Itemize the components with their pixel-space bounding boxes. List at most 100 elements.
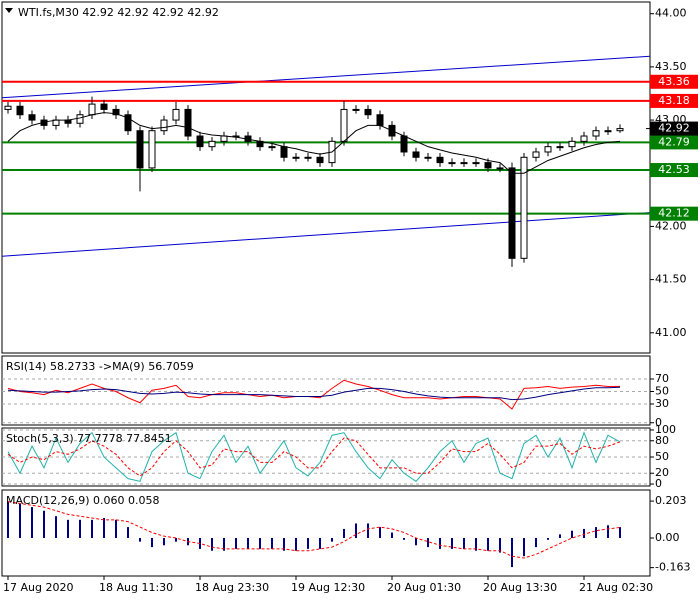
histogram-bar <box>163 538 165 546</box>
y-tick-label: 0 <box>655 477 662 490</box>
level-label: 42.53 <box>658 163 690 176</box>
level-label-box <box>650 163 698 178</box>
histogram-bar <box>295 538 297 551</box>
candle-body <box>532 151 540 158</box>
histogram-bar <box>619 527 621 538</box>
histogram-bar <box>235 538 237 549</box>
y-tick-label: 0.203 <box>655 494 687 507</box>
candle-body <box>88 103 96 116</box>
level-label: 42.12 <box>658 207 690 220</box>
panel-frame <box>1 489 651 577</box>
moving-average <box>7 112 621 174</box>
histogram-bar <box>607 525 609 538</box>
histogram-bar <box>19 503 21 538</box>
histogram-bar <box>91 519 93 538</box>
candle-body <box>412 151 420 158</box>
histogram-bar <box>319 538 321 549</box>
candle-body <box>580 135 588 142</box>
candle-body <box>448 162 456 165</box>
histogram-bar <box>475 538 477 551</box>
histogram-bar <box>571 530 573 538</box>
x-tick-label: 20 Aug 13:30 <box>483 581 557 594</box>
candle-body <box>496 167 504 170</box>
y-tick-label: 20 <box>655 466 669 479</box>
histogram-bar <box>595 527 597 538</box>
histogram-bar <box>427 538 429 548</box>
x-tick-label: 17 Aug 2020 <box>3 581 73 594</box>
candle-body <box>604 130 612 133</box>
histogram-bar <box>403 538 405 540</box>
candle-body <box>616 128 624 132</box>
histogram-bar <box>463 538 465 549</box>
candle-body <box>592 130 600 137</box>
panel-title: RSI(14) 58.2733 ->MA(9) 56.7059 <box>6 360 194 373</box>
histogram-bar <box>7 501 9 538</box>
last-price-label: 42.92 <box>658 122 690 135</box>
level-label-box <box>650 135 698 150</box>
candle-body <box>436 156 444 164</box>
panel-title: WTI.fs,M30 42.92 42.92 42.92 42.92 <box>18 6 219 19</box>
candle-body <box>544 146 552 153</box>
trend-line <box>1 212 651 257</box>
histogram-bar <box>355 523 357 538</box>
level-label-box <box>650 93 698 108</box>
y-tick-label: 43.50 <box>655 60 687 73</box>
histogram-bar <box>247 538 249 549</box>
y-tick-label: 50 <box>655 450 669 463</box>
histogram-bar <box>511 538 513 568</box>
y-tick-label: 41.50 <box>655 273 687 286</box>
candle-body <box>280 146 288 158</box>
y-tick-label: 100 <box>655 423 676 436</box>
histogram-bar <box>499 538 501 553</box>
candle-body <box>28 114 36 121</box>
y-tick-label: 42.00 <box>655 219 687 232</box>
histogram-bar <box>391 532 393 538</box>
candle-body <box>352 108 360 111</box>
candle-body <box>268 146 276 149</box>
histogram-bar <box>535 538 537 548</box>
x-tick-label: 18 Aug 23:30 <box>195 581 269 594</box>
candle-body <box>460 162 468 165</box>
histogram-bar <box>559 534 561 538</box>
level-label: 42.79 <box>658 135 690 148</box>
histogram-bar <box>67 519 69 538</box>
histogram-bar <box>271 538 273 549</box>
histogram-bar <box>139 538 141 542</box>
histogram-bar <box>523 538 525 557</box>
candle-body <box>304 156 312 159</box>
histogram-bar <box>211 538 213 551</box>
level-label-box <box>650 206 698 221</box>
menu-arrow <box>5 8 13 13</box>
histogram-bar <box>115 519 117 538</box>
histogram-bar <box>451 538 453 549</box>
candle-body <box>508 167 516 259</box>
histogram-bar <box>151 538 153 548</box>
y-tick-label: -0.163 <box>655 561 690 574</box>
candle-body <box>76 114 84 124</box>
indicator-line <box>7 431 621 483</box>
histogram-bar <box>547 538 549 540</box>
histogram-bar <box>127 527 129 538</box>
histogram-bar <box>31 507 33 538</box>
candle-body <box>292 156 300 159</box>
candle-body <box>376 114 384 126</box>
histogram-bar <box>259 538 261 549</box>
y-tick-label: 30 <box>655 397 669 410</box>
candle-body <box>568 140 576 148</box>
y-tick-label: 70 <box>655 372 669 385</box>
last-price-box <box>650 121 698 136</box>
histogram-bar <box>343 528 345 538</box>
candle-body <box>4 105 12 110</box>
indicator-line <box>7 379 621 410</box>
candle-body <box>100 103 108 110</box>
histogram-bar <box>307 538 309 549</box>
candle-body <box>124 114 132 132</box>
level-label-box <box>650 74 698 89</box>
candle-body <box>16 105 24 116</box>
candle-body <box>520 156 528 259</box>
histogram-bar <box>55 516 57 538</box>
histogram-bar <box>583 528 585 538</box>
candle-body <box>400 135 408 153</box>
x-tick-label: 19 Aug 12:30 <box>291 581 365 594</box>
